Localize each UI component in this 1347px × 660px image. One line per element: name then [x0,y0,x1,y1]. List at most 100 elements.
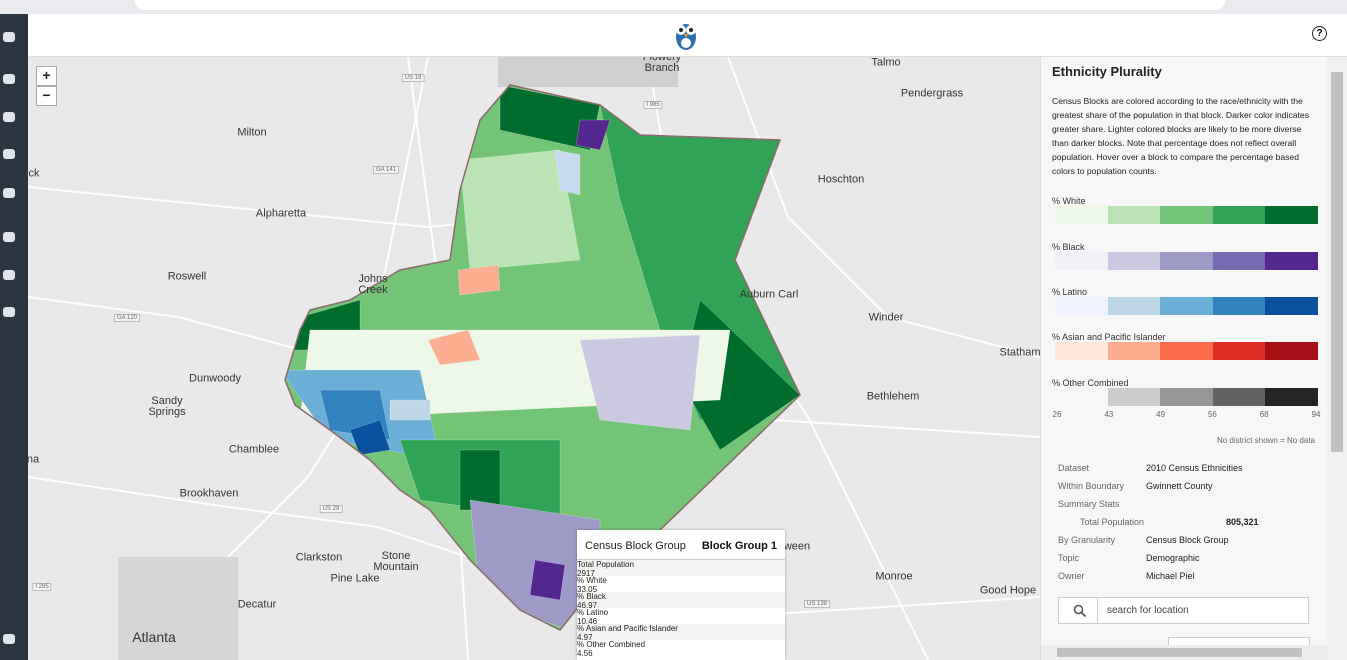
legend-swatch [1160,252,1214,270]
legend-tick: 94 [1311,410,1321,419]
nav-icon[interactable] [3,307,15,317]
zoom-in[interactable]: + [36,66,57,86]
nav-icon[interactable] [3,232,15,242]
place-label: Decatur [237,598,277,611]
place-label: Roswell [167,270,207,283]
row-value: 10.46 [577,617,598,626]
zoom-out[interactable]: − [36,86,57,106]
search-icon [1073,604,1087,618]
road-shield: GA 141 [372,166,400,174]
sidebar [0,14,28,660]
legend-swatch [1212,297,1266,315]
mail-icon[interactable] [3,634,15,644]
legend-swatch [1160,388,1214,406]
block-area [579,334,701,431]
block-area [575,119,611,151]
block-area [554,149,581,196]
place-label: Alpharetta [255,207,307,220]
map-canvas [28,57,1040,660]
map-shape [684,34,688,38]
popup-row: % White 33.05 [577,576,785,594]
place-label: Milton [237,126,267,139]
row-value: 46.97 [577,601,598,610]
browser-bar [0,0,1347,14]
detail-value: Gwinnett County [1146,481,1213,491]
legend-swatch [1265,297,1319,315]
map-shape [1080,611,1087,618]
place-label: Clarkston [295,551,343,564]
place-label: Flowery Branch [642,57,682,74]
popup-title: Census Block Group [585,540,686,552]
road-shield: US 138 [803,600,831,608]
no-data-note: No district shown = No data [1216,436,1315,445]
place-label: Statham [999,346,1040,359]
legend-swatch [1212,342,1266,360]
place-label: ck [28,167,40,180]
detail-key: By Granularity [1058,535,1116,545]
nav-icon[interactable] [3,112,15,122]
legend-swatch [1107,297,1161,315]
url-field[interactable] [135,0,1225,10]
search-box[interactable]: search for location [1058,597,1309,624]
detail-key: Total Population [1080,517,1145,527]
road-shield: US 19 [401,74,425,82]
row-label: % Black [577,592,606,601]
legend-swatch [1055,342,1109,360]
description: Census Blocks are colored according to t… [1052,96,1310,176]
block-area [349,419,391,456]
block-area [427,329,481,366]
row-value: 4.56 [577,649,593,658]
popup-row: % Latino 10.46 [577,608,785,626]
legend-swatch [1160,206,1214,224]
scroll-thumb[interactable] [1331,72,1343,452]
place-label: Sandy Springs [148,395,186,418]
legend-swatch [1055,252,1109,270]
row-label: % White [577,576,607,585]
panel-title: Ethnicity Plurality [1052,64,1162,79]
map-shape [679,28,683,32]
legend-swatch [1055,206,1109,224]
legend-swatch [1212,388,1266,406]
legend-label: % Asian and Pacific Islander [1052,332,1166,342]
nav-icon[interactable] [3,32,15,42]
detail-key: Topic [1058,553,1080,563]
popup: Census Block Group Block Group 1 Total P… [577,530,785,660]
detail-value: 805,321 [1226,517,1259,527]
detail-key: Owner [1058,571,1085,581]
h-thumb[interactable] [1057,648,1302,657]
place-label: Johns Creek [358,273,388,296]
road-shield: GA 120 [113,314,141,322]
nav-icon[interactable] [3,149,15,159]
row-value: 4.97 [577,633,593,642]
legend-tick: 56 [1207,410,1217,419]
legend-label: % Black [1052,242,1085,252]
place-label: Chamblee [228,443,280,456]
legend-swatch [1107,342,1161,360]
map-shape: Milton Alpharetta Roswell Dunwoody Sandy Spr… [28,57,1040,660]
popup-row: % Other Combined 4.56 [577,640,785,658]
detail-value: Michael Piel [1146,571,1195,581]
legend-label: % Latino [1052,287,1088,297]
map: Milton Alpharetta Roswell Dunwoody Sandy Spr… [28,57,1040,660]
nav-icon[interactable] [3,188,15,198]
help-button[interactable]: ? [1312,26,1327,41]
legend-swatch [1107,388,1161,406]
place-label: Pine Lake [330,572,380,585]
row-value: 2917 [577,569,595,578]
map-shape [727,57,1040,358]
legend-swatch [1055,297,1109,315]
nav-icon[interactable] [3,74,15,84]
nav-icon[interactable] [3,270,15,280]
row-label: % Latino [577,608,609,617]
header: ? [28,14,1347,57]
legend-swatch [1107,252,1161,270]
place-label: Winder [868,311,904,324]
place-label: Talmo [871,57,901,69]
block-area [529,559,566,601]
popup-row: % Asian and Pacific Islander 4.97 [577,624,785,642]
detail-value: Demographic [1146,553,1200,563]
popup-row: Total Population 2917 [577,560,785,578]
row-value: 33.05 [577,585,598,594]
legend-swatch [1265,206,1319,224]
block-area [389,399,431,421]
